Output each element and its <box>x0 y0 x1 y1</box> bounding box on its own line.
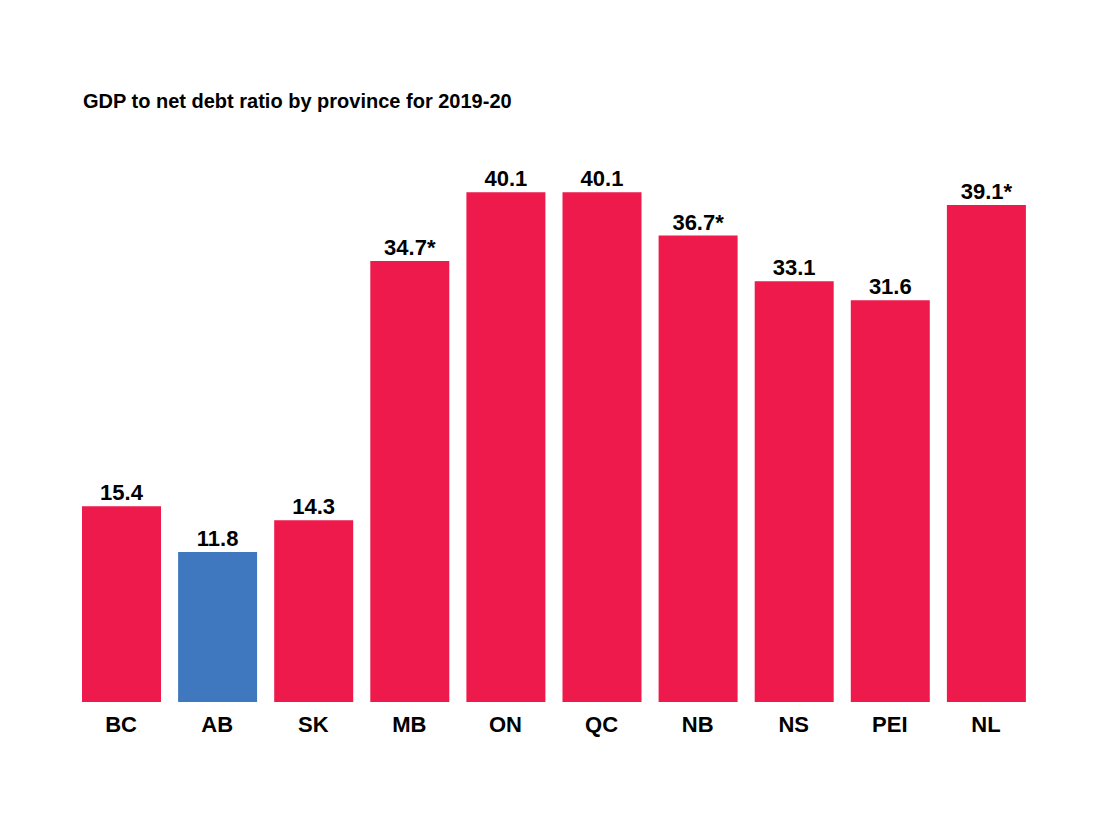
svg-text:40.1: 40.1 <box>484 166 527 191</box>
svg-text:14.3: 14.3 <box>292 494 335 519</box>
svg-text:PEI: PEI <box>872 712 907 737</box>
html-text:GDP to net debt ratio by provi: GDP to net debt ratio by province for 20… <box>83 90 512 112</box>
svg-text:11.8: 11.8 <box>197 526 239 551</box>
svg-text:BC: BC <box>105 712 137 737</box>
svg-text:34.7*: 34.7* <box>384 235 436 260</box>
svg-text:39.1*: 39.1* <box>961 179 1013 204</box>
svg-text:QC: QC <box>585 712 618 737</box>
svg-text:SK: SK <box>298 712 329 737</box>
svg-text:ON: ON <box>489 712 522 737</box>
svg-text:15.4: 15.4 <box>100 480 144 505</box>
svg-text:36.7*: 36.7* <box>672 210 724 235</box>
svg-text:NB: NB <box>682 712 714 737</box>
svg-text:40.1: 40.1 <box>581 166 624 191</box>
svg-text:NL: NL <box>971 712 1000 737</box>
svg-text:33.1: 33.1 <box>773 255 816 280</box>
svg-text:MB: MB <box>392 712 426 737</box>
svg-text:31.6: 31.6 <box>869 274 912 299</box>
svg-text:AB: AB <box>201 712 233 737</box>
svg-text:NS: NS <box>778 712 809 737</box>
